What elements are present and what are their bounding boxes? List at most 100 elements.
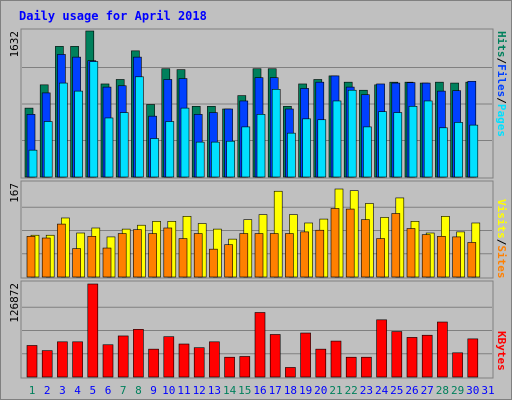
x-axis-day-labels: 1 2 3 4 5 6 7 8 9 10 11 12 13 14 15 16 17 18 19 20 21 22 23 24 2… xyxy=(29,384,495,397)
chart-title: Daily usage for April 2018 xyxy=(19,9,207,23)
x-tick-label: 31 xyxy=(481,384,494,397)
bar-kbytes xyxy=(57,341,68,378)
bar-pages xyxy=(363,126,372,178)
y-max-label-middle: 167 xyxy=(8,183,21,203)
bar-kbytes xyxy=(345,356,357,378)
bar-pages xyxy=(150,138,159,178)
bar-pages xyxy=(332,100,342,178)
bar-pages xyxy=(287,132,296,178)
bars-kbytes xyxy=(26,283,479,378)
bar-kbytes xyxy=(193,347,205,378)
legend-entry: KBytes xyxy=(495,331,508,371)
bar-kbytes xyxy=(102,344,114,378)
legend-entry: Pages xyxy=(495,104,508,137)
x-tick-label: 6 xyxy=(105,384,112,397)
legend-visits-sites: Visits/Sites xyxy=(495,199,508,279)
x-tick-label: 25 xyxy=(390,384,403,397)
x-tick-label: 19 xyxy=(299,384,312,397)
bar-sites xyxy=(285,233,294,278)
bar-sites xyxy=(406,228,416,278)
legend-entry: Visits xyxy=(495,199,508,239)
bar-sites xyxy=(193,233,203,278)
bar-kbytes xyxy=(133,329,144,378)
bar-kbytes xyxy=(437,321,448,378)
x-tick-label: 3 xyxy=(59,384,66,397)
bar-pages xyxy=(74,90,83,178)
bar-sites xyxy=(467,242,477,278)
bar-pages xyxy=(89,61,99,178)
bar-kbytes xyxy=(26,345,38,378)
x-tick-label: 2 xyxy=(44,384,51,397)
bar-pages xyxy=(226,140,235,178)
bar-pages xyxy=(104,117,114,178)
x-tick-label: 18 xyxy=(284,384,297,397)
bar-kbytes xyxy=(41,350,53,378)
x-tick-label: 8 xyxy=(135,384,142,397)
bar-sites xyxy=(315,229,325,278)
x-tick-label: 5 xyxy=(89,384,96,397)
legend-entry: / xyxy=(495,97,508,104)
bar-pages xyxy=(165,121,175,178)
bar-kbytes xyxy=(163,336,175,378)
bar-sites xyxy=(148,233,157,278)
bar-sites xyxy=(224,244,233,278)
bar-kbytes xyxy=(117,335,129,378)
x-tick-label: 21 xyxy=(329,384,342,397)
bar-kbytes xyxy=(285,367,296,378)
bar-pages xyxy=(378,111,387,178)
x-tick-label: 15 xyxy=(238,384,251,397)
bar-kbytes xyxy=(148,348,159,378)
x-tick-label: 9 xyxy=(150,384,157,397)
x-tick-label: 26 xyxy=(405,384,418,397)
y-max-label-bottom: 126872 xyxy=(8,283,21,323)
x-tick-label: 7 xyxy=(120,384,127,397)
bar-kbytes xyxy=(87,283,99,378)
legend-text: Visits/Sites xyxy=(495,199,508,279)
bar-pages xyxy=(408,106,418,178)
x-tick-label: 13 xyxy=(208,384,221,397)
x-tick-label: 20 xyxy=(314,384,327,397)
legend-entry: Sites xyxy=(495,245,508,278)
bar-sites xyxy=(391,213,401,278)
x-tick-label: 4 xyxy=(74,384,81,397)
bar-pages xyxy=(211,141,220,178)
x-tick-label: 11 xyxy=(177,384,190,397)
x-tick-label: 12 xyxy=(193,384,206,397)
legend-kbytes: KBytes xyxy=(495,331,508,371)
bar-pages xyxy=(180,107,190,178)
bar-kbytes xyxy=(315,348,327,378)
bar-sites xyxy=(361,219,370,278)
bar-sites xyxy=(254,233,264,278)
x-tick-label: 22 xyxy=(345,384,358,397)
bar-pages xyxy=(302,118,311,178)
bars-hits-files-pages xyxy=(24,30,479,178)
bar-kbytes xyxy=(361,356,372,378)
y-max-label-top: 1632 xyxy=(8,31,21,58)
bar-kbytes xyxy=(269,334,281,378)
x-tick-label: 14 xyxy=(223,384,237,397)
bar-pages xyxy=(28,149,38,178)
bar-kbytes xyxy=(391,331,403,378)
bar-pages xyxy=(317,119,327,178)
x-tick-label: 28 xyxy=(436,384,449,397)
bar-sites xyxy=(437,236,446,278)
bar-kbytes xyxy=(209,341,220,378)
bar-pages xyxy=(43,121,53,178)
x-tick-label: 29 xyxy=(451,384,464,397)
bar-kbytes xyxy=(254,312,266,378)
legend-entry: Files xyxy=(495,64,508,97)
legend-text: KBytes xyxy=(495,331,508,371)
bar-sites xyxy=(178,238,188,278)
bar-pages xyxy=(241,126,251,178)
bar-kbytes xyxy=(376,319,387,378)
legend-text: Hits/Files/Pages xyxy=(495,31,508,137)
x-tick-label: 30 xyxy=(466,384,479,397)
bars-visits-sites xyxy=(26,188,481,278)
bar-sites xyxy=(133,229,142,278)
bar-sites xyxy=(376,238,385,278)
legend-entry: Hits xyxy=(495,31,508,58)
bar-sites xyxy=(102,247,112,278)
x-tick-label: 23 xyxy=(360,384,373,397)
